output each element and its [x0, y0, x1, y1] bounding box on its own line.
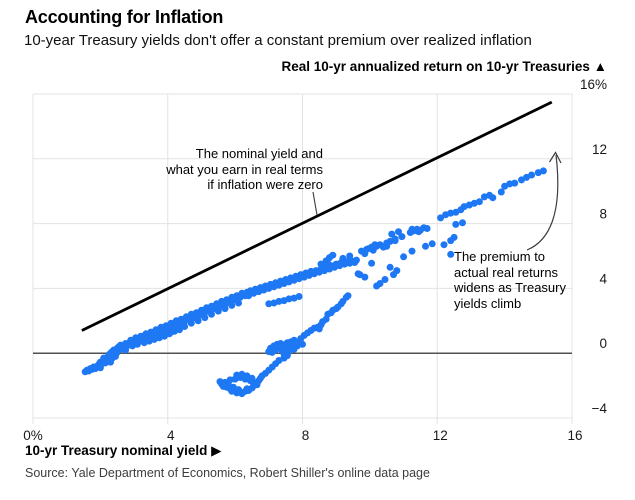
scatter-point — [475, 198, 483, 206]
scatter-point — [346, 252, 354, 260]
scatter-point — [208, 310, 215, 318]
annotation-arrow — [526, 154, 559, 251]
scatter-point — [221, 305, 229, 313]
y-tick-label: 16% — [580, 77, 607, 92]
scatter-point — [373, 282, 381, 290]
scatter-point — [194, 317, 202, 325]
scatter-point — [422, 242, 429, 250]
y-tick-label: 8 — [599, 207, 607, 222]
scatter-point — [390, 271, 397, 279]
scatter-point — [248, 374, 256, 382]
scatter-point — [324, 259, 332, 267]
y-tick-label: 12 — [592, 142, 607, 157]
scatter-point — [408, 247, 416, 255]
scatter-point — [450, 233, 458, 241]
scatter-point — [181, 323, 189, 330]
scatter-point — [354, 270, 362, 278]
scatter-point — [528, 171, 536, 179]
chart-subtitle: 10-year Treasury yields don't offer a co… — [24, 32, 532, 49]
scatter-point — [408, 225, 416, 233]
scatter-point — [283, 352, 291, 360]
scatter-point — [398, 233, 406, 241]
source-note: Source: Yale Department of Economics, Ro… — [25, 466, 430, 480]
scatter-point — [511, 179, 519, 187]
scatter-point — [497, 188, 505, 196]
scatter-point — [176, 326, 183, 334]
scatter-point — [428, 240, 436, 248]
scatter-point — [299, 340, 306, 348]
x-tick-label: 16 — [567, 428, 582, 443]
scatter-point — [339, 254, 347, 262]
identity-line — [81, 100, 553, 332]
annotation-nominal-yield: The nominal yield and what you earn in r… — [166, 146, 323, 192]
scatter-point — [437, 214, 445, 222]
scatter-point — [371, 241, 379, 249]
scatter-point — [295, 293, 303, 300]
scatter-point — [440, 241, 448, 249]
annotation-arrowhead — [548, 151, 562, 164]
page-title: Accounting for Inflation — [25, 7, 224, 27]
y-tick-label: 0 — [599, 336, 607, 351]
scatter-point — [395, 228, 402, 236]
scatter-point — [122, 346, 130, 354]
scatter-point — [459, 219, 466, 227]
y-tick-label: 4 — [599, 271, 607, 286]
x-tick-label: 8 — [302, 428, 310, 443]
scatter-point — [344, 292, 352, 300]
scatter-point — [452, 220, 460, 228]
scatter-point — [329, 251, 337, 259]
scatter-point — [290, 345, 298, 353]
scatter-point — [381, 276, 389, 283]
scatter-point — [539, 167, 547, 175]
annotation-premium: The premium to actual real returns widen… — [454, 249, 566, 311]
y-tick-label: −4 — [592, 401, 608, 416]
scatter-point — [368, 259, 376, 267]
scatter-point — [235, 299, 242, 307]
scatter-point — [187, 319, 195, 327]
scatter-point — [489, 194, 497, 202]
x-axis-title: 10-yr Treasury nominal yield ▶ — [25, 443, 222, 458]
x-tick-label: 12 — [433, 428, 448, 443]
annotation-pointer-line — [312, 191, 318, 216]
scatter-point — [241, 375, 249, 383]
scatter-point — [391, 235, 399, 243]
y-axis-title: Real 10-yr annualized return on 10-yr Tr… — [281, 59, 607, 74]
scatter-point — [352, 256, 360, 264]
scatter-point — [447, 250, 455, 258]
x-tick-label: 4 — [167, 428, 175, 443]
scatter-point — [388, 230, 396, 238]
scatter-point — [386, 263, 394, 271]
scatter-point — [214, 307, 222, 315]
scatter-point — [201, 314, 209, 322]
scatter-point — [228, 301, 236, 309]
scatter-point — [319, 263, 327, 270]
scatter-point — [415, 228, 423, 236]
scatter-point — [400, 253, 408, 261]
scatter-point — [361, 273, 369, 281]
scatter-point — [423, 225, 431, 232]
x-tick-label: 0% — [23, 428, 43, 443]
scatter-point — [383, 242, 391, 250]
